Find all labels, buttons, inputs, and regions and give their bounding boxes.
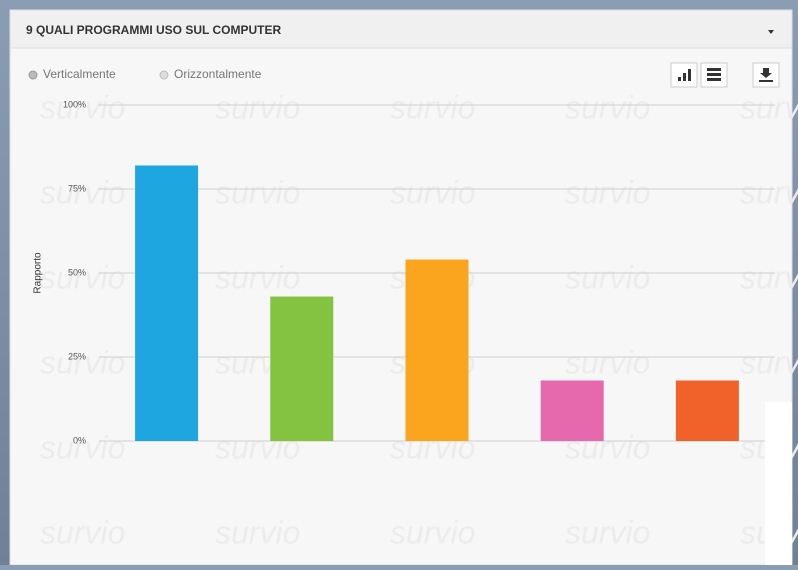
y-axis-label: Rapporto (33, 252, 44, 294)
bar (405, 259, 469, 441)
watermark: survio (40, 89, 125, 125)
bar (675, 380, 739, 441)
watermark: survio (565, 174, 650, 210)
watermark: survio (40, 174, 125, 210)
y-tick-label: 75% (68, 183, 86, 193)
watermark: survio (390, 89, 475, 125)
watermark: survio (215, 259, 300, 295)
watermark: survio (40, 259, 125, 295)
watermark: survio (390, 514, 475, 550)
watermark: survio (215, 514, 300, 550)
y-tick-label: 50% (68, 267, 86, 277)
watermark: survio (40, 429, 125, 465)
watermark: survio (215, 89, 300, 125)
radio[interactable] (28, 70, 38, 80)
watermark: survio (740, 259, 798, 295)
icon (759, 68, 773, 82)
radio-label[interactable]: Orizzontalmente (174, 67, 262, 81)
bar (135, 165, 199, 442)
watermark: survio (40, 344, 125, 380)
panel-header (9, 9, 793, 49)
radio-label[interactable]: Verticalmente (43, 67, 116, 81)
y-tick-label: 25% (68, 351, 86, 361)
watermark: survio (390, 174, 475, 210)
watermark: survio (565, 89, 650, 125)
table-button[interactable] (700, 62, 728, 88)
watermark: survio (40, 514, 125, 550)
watermark: survio (565, 259, 650, 295)
y-tick-label: 0% (73, 435, 86, 445)
watermark: survio (565, 344, 650, 380)
watermark: survio (740, 344, 798, 380)
dropdown-icon[interactable] (768, 30, 774, 34)
icon (707, 68, 721, 81)
bar (540, 380, 604, 441)
watermark: survio (215, 174, 300, 210)
y-tick-label: 100% (63, 99, 86, 109)
watermark: survio (740, 174, 798, 210)
radio[interactable] (159, 70, 169, 80)
overlay (765, 402, 792, 565)
panel-title: 9 QUALI PROGRAMMI USO SUL COMPUTER (26, 23, 281, 37)
download-button[interactable] (752, 62, 780, 88)
watermark: survio (565, 514, 650, 550)
watermark: survio (740, 89, 798, 125)
bar (270, 296, 334, 441)
icon (678, 69, 691, 81)
